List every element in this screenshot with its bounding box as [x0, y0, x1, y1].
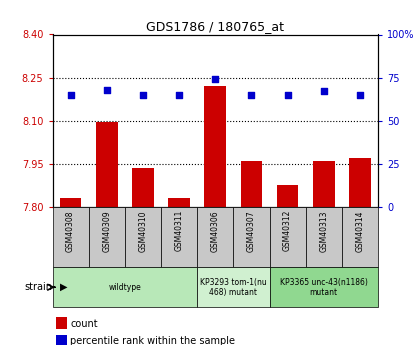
Point	[67, 92, 74, 98]
Bar	[342, 207, 378, 267]
Text: wildtype: wildtype	[108, 283, 141, 292]
Bar	[96, 122, 118, 207]
Text: GSM40307: GSM40307	[247, 210, 256, 252]
Text: GSM40310: GSM40310	[139, 210, 147, 252]
Bar	[270, 267, 378, 307]
Bar	[349, 158, 371, 207]
Point	[176, 92, 182, 98]
Text: GSM40311: GSM40311	[175, 210, 184, 252]
Bar	[52, 267, 197, 307]
Point	[357, 92, 363, 98]
Point	[139, 92, 146, 98]
Bar	[125, 207, 161, 267]
Text: GSM40314: GSM40314	[355, 210, 365, 252]
Text: count: count	[71, 319, 98, 328]
Text: strain: strain	[24, 282, 52, 292]
Bar	[197, 267, 270, 307]
Bar	[52, 207, 89, 267]
Point	[248, 92, 255, 98]
Text: ▶: ▶	[60, 282, 67, 292]
Bar	[89, 207, 125, 267]
Title: GDS1786 / 180765_at: GDS1786 / 180765_at	[146, 20, 284, 33]
Text: GSM40309: GSM40309	[102, 210, 111, 252]
Bar	[313, 161, 335, 207]
Bar	[132, 168, 154, 207]
Bar	[197, 207, 234, 267]
Bar	[270, 207, 306, 267]
Text: KP3365 unc-43(n1186)
mutant: KP3365 unc-43(n1186) mutant	[280, 277, 368, 297]
Text: GSM40313: GSM40313	[319, 210, 328, 252]
Point	[103, 87, 110, 92]
Bar	[277, 185, 299, 207]
Bar	[161, 207, 197, 267]
Text: percentile rank within the sample: percentile rank within the sample	[71, 336, 235, 345]
Bar	[56, 335, 67, 345]
Point	[284, 92, 291, 98]
Bar	[168, 198, 190, 207]
Text: GSM40306: GSM40306	[211, 210, 220, 252]
Point	[320, 89, 327, 94]
Text: GSM40308: GSM40308	[66, 210, 75, 252]
Bar	[234, 207, 270, 267]
Point	[212, 77, 219, 82]
Bar	[205, 86, 226, 207]
Bar	[306, 207, 342, 267]
Text: KP3293 tom-1(nu
468) mutant: KP3293 tom-1(nu 468) mutant	[200, 277, 267, 297]
Bar	[60, 198, 81, 207]
Bar	[241, 161, 262, 207]
Text: GSM40312: GSM40312	[283, 210, 292, 252]
Bar	[56, 317, 67, 329]
